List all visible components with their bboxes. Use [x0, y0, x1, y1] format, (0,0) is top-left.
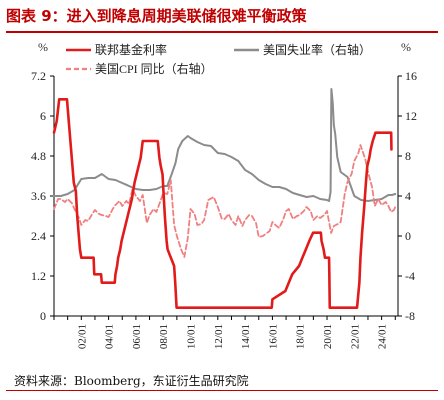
x-tick-label: 16/01: [267, 324, 279, 349]
x-tick-label: 24/01: [377, 324, 389, 349]
x-tick-label: 10/01: [186, 324, 198, 349]
right-tick-label: 4: [405, 189, 411, 203]
series-layer: [52, 88, 397, 309]
x-tick-label: 18/01: [295, 324, 307, 349]
x-tick-label: 04/01: [104, 324, 116, 349]
legend: 联邦基金利率 美国失业率（右轴） 美国CPI 同比（右轴）: [66, 42, 371, 76]
x-axis-ticks: 02/01 04/01 06/01 08/01 10/01 12/01 14/01 16/01…: [53, 316, 396, 349]
series-line-fed-rate: [52, 98, 393, 309]
x-tick-label: 14/01: [240, 324, 252, 349]
x-tick-label: 20/01: [322, 324, 334, 349]
right-tick-label: 8: [405, 149, 411, 163]
x-tick-label: 22/01: [349, 324, 361, 349]
left-axis-ticks: 0 1.2 2.4 3.6 4.8 6 7.2: [31, 69, 54, 323]
right-axis-unit: %: [401, 40, 411, 54]
source-divider: [6, 390, 438, 391]
legend-label-fed-rate: 联邦基金利率: [95, 42, 167, 57]
legend-label-unemployment: 美国失业率（右轴）: [263, 42, 371, 57]
x-tick-label: 06/01: [131, 324, 143, 349]
left-tick-label: 0: [40, 309, 46, 323]
right-tick-label: 16: [405, 69, 417, 83]
series-line-unemployment: [53, 88, 397, 202]
left-tick-label: 6: [40, 109, 46, 123]
left-tick-label: 1.2: [31, 269, 46, 283]
series-line-cpi: [53, 144, 397, 258]
x-tick-label: 02/01: [76, 324, 88, 349]
legend-label-cpi: 美国CPI 同比（右轴）: [95, 61, 213, 76]
left-axis-unit: %: [38, 40, 48, 54]
x-tick-label: 12/01: [213, 324, 225, 349]
title-divider: [6, 31, 438, 33]
left-tick-label: 3.6: [31, 189, 46, 203]
left-tick-label: 4.8: [31, 149, 46, 163]
right-tick-label: 12: [405, 109, 417, 123]
chart-title: 图表 9：进入到降息周期美联储很难平衡政策: [6, 7, 307, 25]
left-tick-label: 7.2: [31, 69, 46, 83]
source-note: 资料来源：Bloomberg，东证衍生品研究院: [14, 374, 249, 388]
right-tick-label: 0: [405, 229, 411, 243]
x-tick-label: 08/01: [158, 324, 170, 349]
left-tick-label: 2.4: [31, 229, 46, 243]
right-tick-label: -8: [405, 309, 415, 323]
right-tick-label: -4: [405, 269, 415, 283]
right-axis-ticks: -8 -4 0 4 8 12 16: [398, 69, 417, 323]
plot-area: [53, 76, 399, 317]
